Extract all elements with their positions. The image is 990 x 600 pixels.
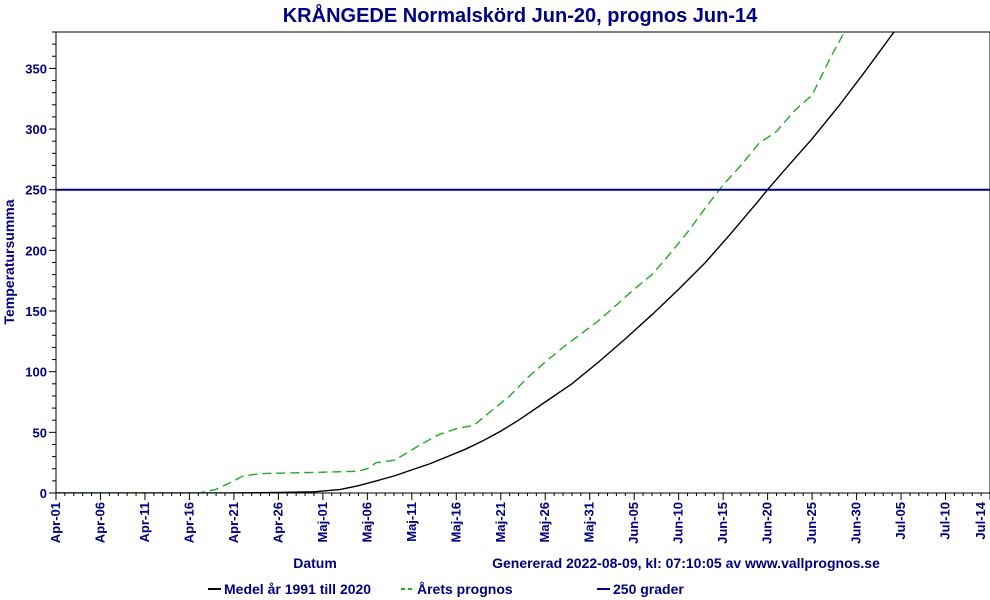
x-tick-label: Jun-25 [804, 502, 819, 544]
y-tick-label: 0 [40, 486, 47, 501]
legend-label: 250 grader [613, 581, 684, 597]
x-tick-label: Apr-21 [226, 502, 241, 543]
x-tick-label: Apr-06 [92, 502, 107, 543]
y-tick-label: 300 [25, 122, 47, 137]
x-tick-label: Apr-01 [48, 502, 63, 543]
x-tick-label: Maj-26 [537, 502, 552, 542]
y-axis-label: Temperatursumma [1, 199, 17, 324]
x-tick-label: Maj-31 [582, 502, 597, 542]
y-tick-label: 250 [25, 183, 47, 198]
legend-label: Medel år 1991 till 2020 [224, 581, 371, 597]
plot-frame [55, 31, 990, 494]
y-tick-label: 150 [25, 304, 47, 319]
x-tick-label: Maj-06 [359, 502, 374, 542]
x-tick-label: Jun-20 [760, 502, 775, 544]
chart-title: KRÅNGEDE Normalskörd Jun-20, prognos Jun… [283, 3, 758, 27]
x-tick-label: Jun-10 [671, 502, 686, 544]
x-tick-label: Maj-11 [404, 502, 419, 542]
x-tick-label: Jul-10 [938, 502, 953, 540]
series-line-0 [56, 32, 895, 493]
x-tick-label: Apr-26 [270, 502, 285, 543]
x-tick-label: Maj-21 [493, 502, 508, 542]
series-line-1 [56, 32, 846, 493]
legend: Medel år 1991 till 2020 Årets prognos 250 … [208, 581, 684, 597]
x-axis: Apr-01 Apr-06 Apr-11 Apr-16 Apr-21 Apr-26 Maj-… [48, 493, 990, 544]
legend-label: Årets prognos [417, 581, 513, 597]
x-tick-label: Jul-05 [893, 502, 908, 540]
y-axis: 0 50 100 150 200 250 300 350 [25, 31, 56, 501]
y-tick-label: 100 [25, 365, 47, 380]
x-tick-label: Jun-30 [849, 502, 864, 544]
generated-text: Genererad 2022-08-09, kl: 07:10:05 av ww… [492, 555, 880, 571]
x-tick-label: Maj-16 [448, 502, 463, 542]
x-tick-label: Jul-14 [973, 501, 988, 539]
y-tick-label: 200 [25, 243, 47, 258]
x-tick-label: Apr-16 [181, 502, 196, 543]
series-lines [56, 32, 990, 493]
x-tick-label: Maj-01 [315, 502, 330, 542]
x-tick-label: Jun-05 [626, 502, 641, 544]
x-tick-label: Apr-11 [137, 502, 152, 542]
x-tick-label: Jun-15 [715, 502, 730, 544]
x-axis-label: Datum [293, 555, 337, 571]
y-tick-label: 350 [25, 61, 47, 76]
y-tick-label: 50 [33, 425, 47, 440]
